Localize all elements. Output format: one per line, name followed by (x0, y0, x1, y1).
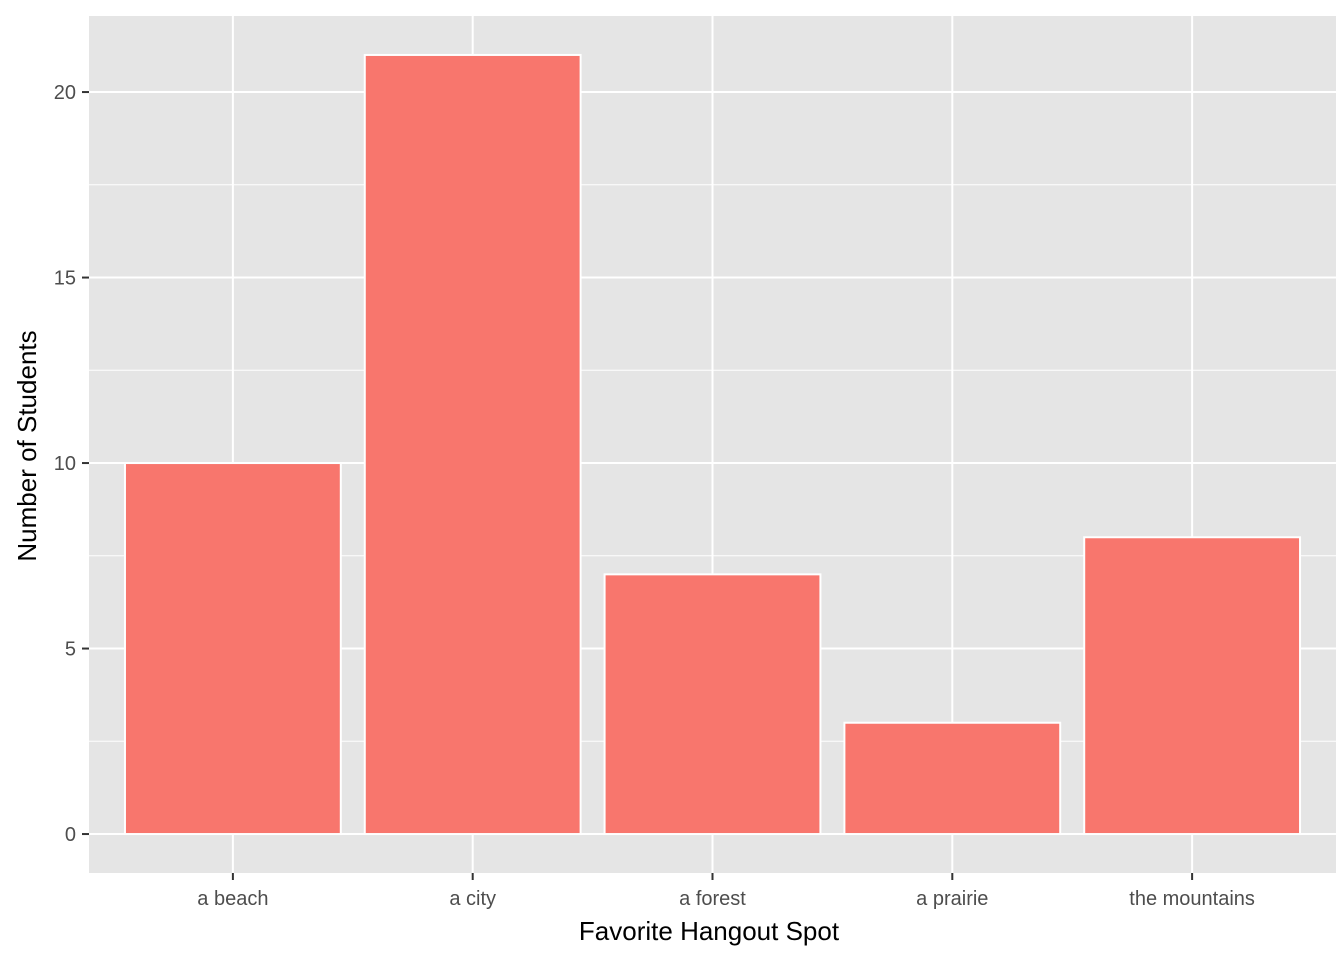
x-tick-label: the mountains (1129, 888, 1255, 910)
bar-a-prairie (843, 721, 1062, 836)
y-tick-label: 5 (65, 639, 76, 661)
bar-a-city (363, 53, 582, 836)
bars (123, 53, 1302, 836)
y-tick-label: 0 (65, 824, 76, 846)
x-tick-label: a city (449, 888, 496, 910)
x-axis-title: Favorite Hangout Spot (579, 916, 840, 946)
y-axis: 0 5 10 15 20 (54, 82, 89, 846)
y-tick-label: 15 (54, 268, 76, 290)
bar-a-forest (603, 573, 822, 836)
bar-the-mountains (1083, 536, 1302, 836)
x-tick-label: a forest (679, 888, 746, 910)
x-tick-label: a beach (197, 888, 268, 910)
x-axis: a beach a city a forest a prairie the mounta… (197, 873, 1255, 910)
x-tick-label: a prairie (916, 888, 988, 910)
y-axis-title: Number of Students (12, 330, 42, 561)
bar-a-beach (123, 462, 342, 836)
y-tick-label: 10 (54, 453, 76, 475)
y-tick-label: 20 (54, 82, 76, 104)
